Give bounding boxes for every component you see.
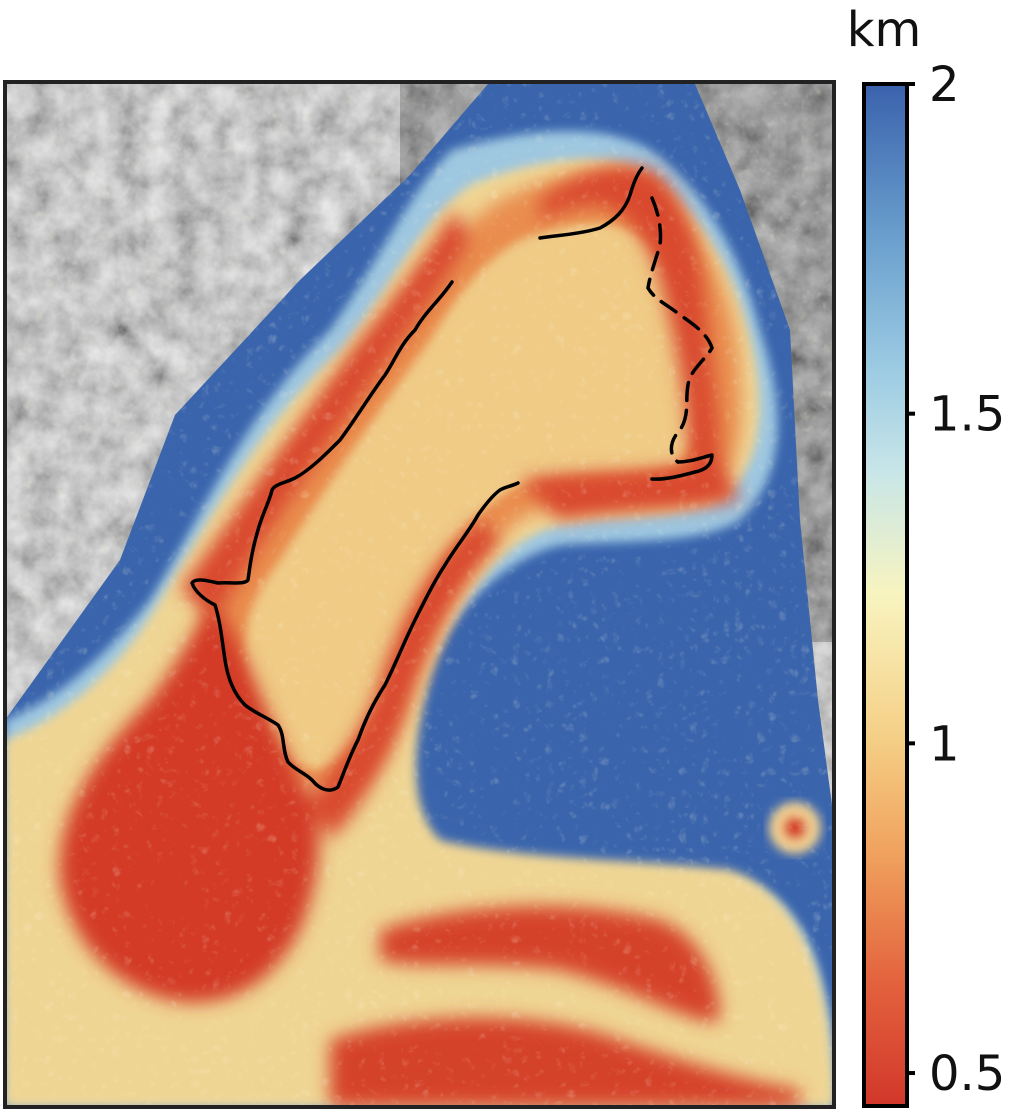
- colorbar-tick-label: 1.5: [929, 387, 1005, 443]
- contour-ne-solid: [538, 166, 644, 240]
- colorbar-frame: [862, 82, 909, 1108]
- contour-main: [190, 280, 520, 792]
- colorbar-unit: km: [847, 2, 922, 58]
- colorbar-gradient: [864, 84, 907, 1106]
- colorbar-tick-label: 0.5: [929, 1046, 1005, 1102]
- contour-ne-dashed: [646, 196, 714, 464]
- contour-e-solid: [650, 453, 714, 481]
- map-panel: [5, 82, 834, 1107]
- map-frame: [3, 80, 836, 1109]
- colorbar: km 2 1.5 1 0.5: [847, 2, 1005, 1108]
- colorbar-tick-label: 1: [929, 716, 960, 772]
- boundary-contours: [190, 166, 714, 792]
- colorbar-ticks: 2 1.5 1 0.5: [907, 57, 1005, 1102]
- colorbar-tick-label: 2: [929, 57, 960, 113]
